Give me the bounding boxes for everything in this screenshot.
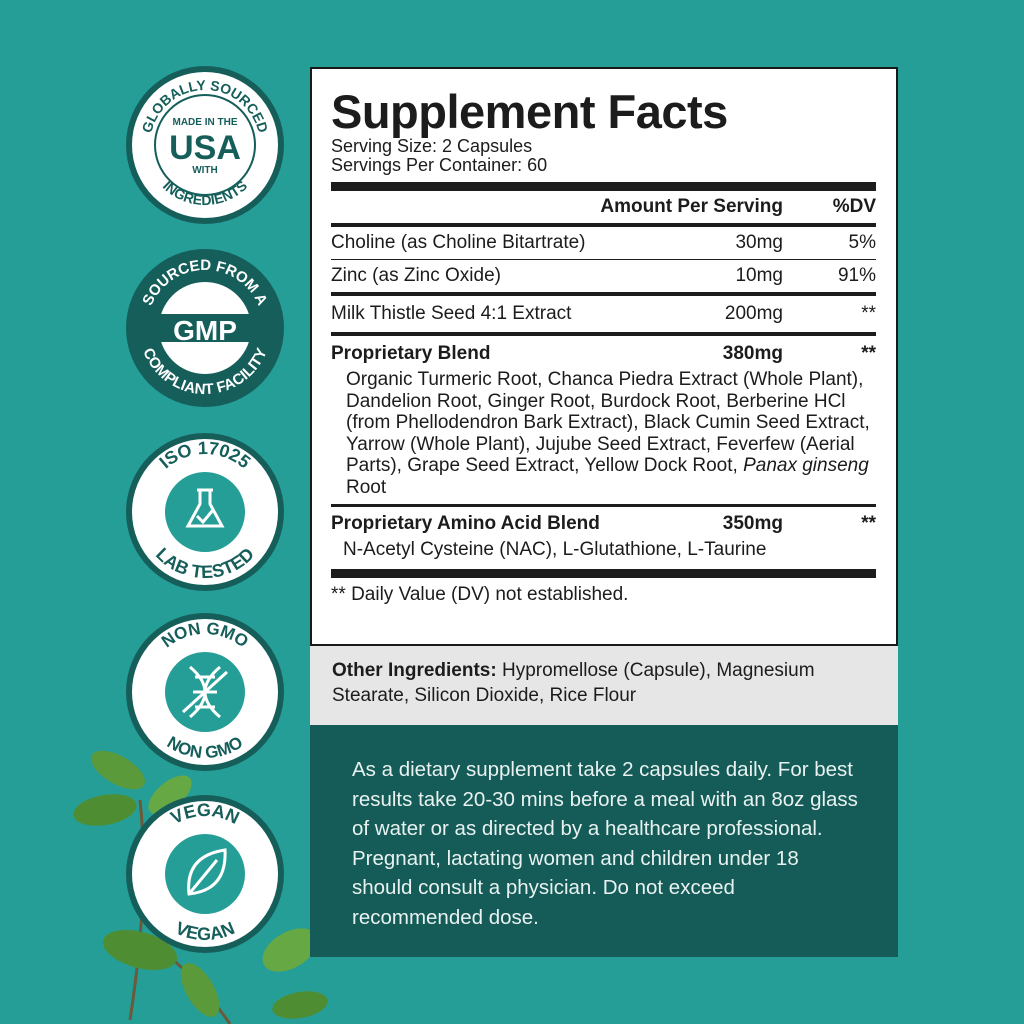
flask-icon (185, 488, 225, 528)
non-gmo-badge: NON GMO NON GMO (126, 613, 284, 771)
serving-size: Serving Size: 2 Capsules (331, 136, 533, 156)
blend-ingredients: Organic Turmeric Root, Chanca Piedra Ext… (331, 369, 876, 507)
svg-text:WITH: WITH (192, 165, 218, 176)
leaf-icon (187, 848, 227, 896)
made-in-usa-badge: GLOBALLY SOURCED INGREDIENTS MADE IN THE… (126, 66, 284, 224)
other-ingredients: Other Ingredients: Hypromellose (Capsule… (310, 646, 898, 725)
table-row: Choline (as Choline Bitartrate) 30mg 5% (331, 227, 876, 260)
divider (331, 568, 876, 578)
svg-text:GMP: GMP (173, 315, 237, 346)
divider (331, 182, 876, 191)
facts-title: Supplement Facts (331, 85, 728, 138)
table-row: Zinc (as Zinc Oxide) 10mg 91% (331, 260, 876, 296)
blend-ingredients: N-Acetyl Cysteine (NAC), L-Glutathione, … (343, 539, 767, 560)
footnote: ** Daily Value (DV) not established. (331, 583, 629, 605)
vegan-badge: VEGAN VEGAN (126, 795, 284, 953)
directions: As a dietary supplement take 2 capsules … (310, 725, 898, 957)
servings-per-container: Servings Per Container: 60 (331, 155, 548, 175)
svg-text:MADE IN THE: MADE IN THE (173, 117, 238, 128)
leaves-decoration (73, 750, 328, 1024)
supplement-facts-panel: Supplement Facts Serving Size: 2 Capsule… (310, 67, 898, 646)
table-row: Milk Thistle Seed 4:1 Extract 200mg ** (331, 296, 876, 336)
check-icon (195, 509, 215, 525)
gmp-badge: SOURCED FROM A COMPLIANT FACILITY GMP (126, 249, 284, 407)
blend-row: Proprietary Amino Acid Blend 350mg ** (331, 513, 876, 534)
iso-lab-tested-badge: ISO 17025 LAB TESTED (126, 433, 284, 591)
blend-row: Proprietary Blend 380mg ** (331, 343, 876, 364)
table-header: Amount Per Serving %DV (331, 191, 876, 227)
svg-text:USA: USA (169, 129, 241, 167)
dv-header: %DV (832, 196, 876, 217)
dna-crossed-icon (181, 665, 229, 719)
amount-header: Amount Per Serving (600, 196, 783, 217)
